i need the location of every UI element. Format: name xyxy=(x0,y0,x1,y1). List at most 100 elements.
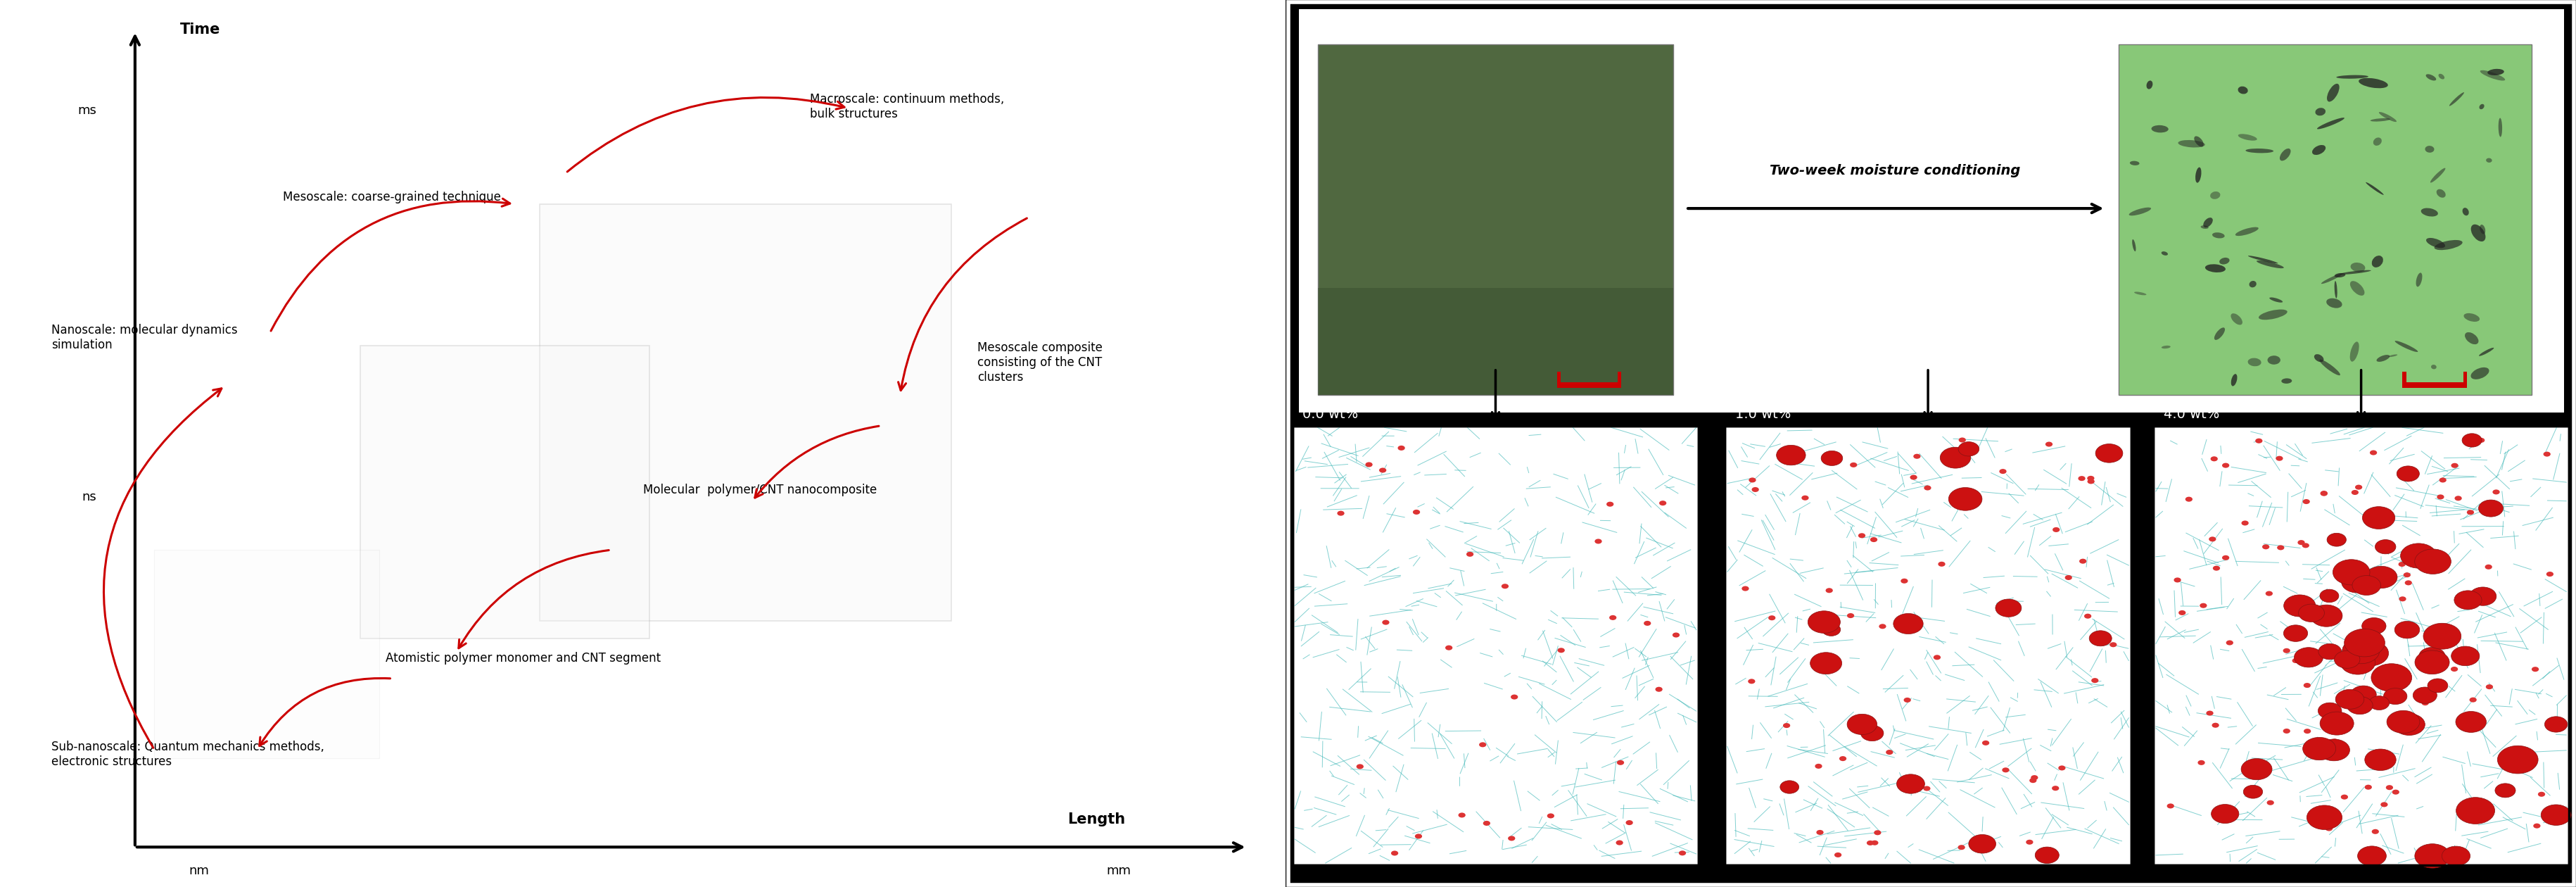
Ellipse shape xyxy=(2257,261,2282,268)
Circle shape xyxy=(2468,587,2496,606)
Circle shape xyxy=(2210,805,2239,823)
Circle shape xyxy=(1878,624,1886,629)
Circle shape xyxy=(1396,445,1404,451)
Circle shape xyxy=(2393,621,2419,639)
Circle shape xyxy=(2486,685,2494,689)
Circle shape xyxy=(1747,679,1754,684)
Ellipse shape xyxy=(2326,83,2339,102)
Circle shape xyxy=(2321,755,2329,759)
Circle shape xyxy=(2282,728,2290,734)
Circle shape xyxy=(1839,756,1847,761)
Circle shape xyxy=(2318,739,2349,761)
Ellipse shape xyxy=(2463,313,2478,322)
Circle shape xyxy=(2491,490,2499,494)
Circle shape xyxy=(2478,438,2483,443)
Circle shape xyxy=(1896,774,1924,794)
Ellipse shape xyxy=(2349,341,2360,362)
Circle shape xyxy=(2540,805,2571,825)
Circle shape xyxy=(2367,696,2388,710)
Circle shape xyxy=(2110,642,2117,648)
Circle shape xyxy=(1556,648,1564,653)
Ellipse shape xyxy=(2416,272,2421,287)
Circle shape xyxy=(2030,775,2038,780)
Circle shape xyxy=(2403,572,2411,577)
Ellipse shape xyxy=(2437,189,2445,198)
Ellipse shape xyxy=(2357,78,2388,88)
Circle shape xyxy=(2414,549,2450,574)
Circle shape xyxy=(2050,786,2058,790)
Circle shape xyxy=(1510,695,1517,700)
Text: 4.0 wt%: 4.0 wt% xyxy=(2164,408,2218,421)
Circle shape xyxy=(1752,487,1759,492)
Circle shape xyxy=(1932,655,1940,660)
Circle shape xyxy=(2210,456,2218,461)
Circle shape xyxy=(2403,580,2411,585)
Ellipse shape xyxy=(2151,125,2169,133)
Circle shape xyxy=(2437,494,2445,499)
Ellipse shape xyxy=(2259,310,2287,320)
Circle shape xyxy=(1775,445,1806,465)
Circle shape xyxy=(1826,588,1832,593)
Circle shape xyxy=(1502,584,1507,589)
Ellipse shape xyxy=(2424,75,2434,81)
Circle shape xyxy=(2383,688,2406,704)
Circle shape xyxy=(2318,711,2352,735)
Text: Time: Time xyxy=(180,22,222,36)
Circle shape xyxy=(2442,846,2470,866)
Circle shape xyxy=(2450,647,2478,666)
Circle shape xyxy=(1783,723,1790,728)
Circle shape xyxy=(2030,778,2035,783)
Circle shape xyxy=(2370,663,2411,692)
Circle shape xyxy=(2478,500,2501,517)
Circle shape xyxy=(2300,543,2308,548)
Circle shape xyxy=(2414,844,2450,868)
Circle shape xyxy=(1947,488,1981,511)
Circle shape xyxy=(2352,640,2388,666)
Circle shape xyxy=(1870,538,1878,542)
Circle shape xyxy=(2398,561,2406,567)
Ellipse shape xyxy=(2200,225,2208,229)
Circle shape xyxy=(2342,638,2378,663)
Ellipse shape xyxy=(2213,327,2223,340)
Circle shape xyxy=(1801,496,1808,500)
Circle shape xyxy=(2411,687,2437,703)
Ellipse shape xyxy=(2161,251,2166,255)
Ellipse shape xyxy=(2421,208,2437,216)
Circle shape xyxy=(1893,614,1922,634)
Text: mm: mm xyxy=(1105,865,1131,877)
Circle shape xyxy=(1595,538,1602,544)
Circle shape xyxy=(2087,479,2094,484)
Ellipse shape xyxy=(2378,112,2396,122)
Ellipse shape xyxy=(2393,341,2416,352)
Circle shape xyxy=(2282,648,2290,653)
Circle shape xyxy=(1886,750,1893,755)
Ellipse shape xyxy=(2130,161,2138,165)
Text: Mesoscale: coarse-grained technique: Mesoscale: coarse-grained technique xyxy=(283,191,500,203)
Circle shape xyxy=(2094,444,2123,463)
Circle shape xyxy=(1610,616,1615,620)
Bar xyxy=(2154,426,2568,865)
Ellipse shape xyxy=(2239,86,2246,94)
Circle shape xyxy=(2262,545,2269,549)
Circle shape xyxy=(2421,701,2429,705)
Circle shape xyxy=(1857,533,1865,538)
Ellipse shape xyxy=(2202,217,2213,227)
Bar xyxy=(541,204,951,621)
Circle shape xyxy=(2344,629,2385,656)
Circle shape xyxy=(2385,785,2393,790)
Ellipse shape xyxy=(2334,273,2344,278)
Ellipse shape xyxy=(2236,227,2259,236)
Circle shape xyxy=(1821,451,1842,466)
Circle shape xyxy=(2354,484,2362,490)
Ellipse shape xyxy=(2128,208,2151,216)
Bar xyxy=(1319,44,1672,395)
Circle shape xyxy=(2362,506,2393,529)
Circle shape xyxy=(1870,840,1878,845)
Bar xyxy=(155,550,379,758)
Text: Nanoscale: molecular dynamics
simulation: Nanoscale: molecular dynamics simulation xyxy=(52,324,237,351)
Circle shape xyxy=(2362,695,2367,701)
Text: Molecular  polymer/CNT nanocomposite: Molecular polymer/CNT nanocomposite xyxy=(644,483,876,496)
Circle shape xyxy=(2385,710,2419,734)
Circle shape xyxy=(2282,625,2308,641)
Circle shape xyxy=(1847,714,1875,734)
